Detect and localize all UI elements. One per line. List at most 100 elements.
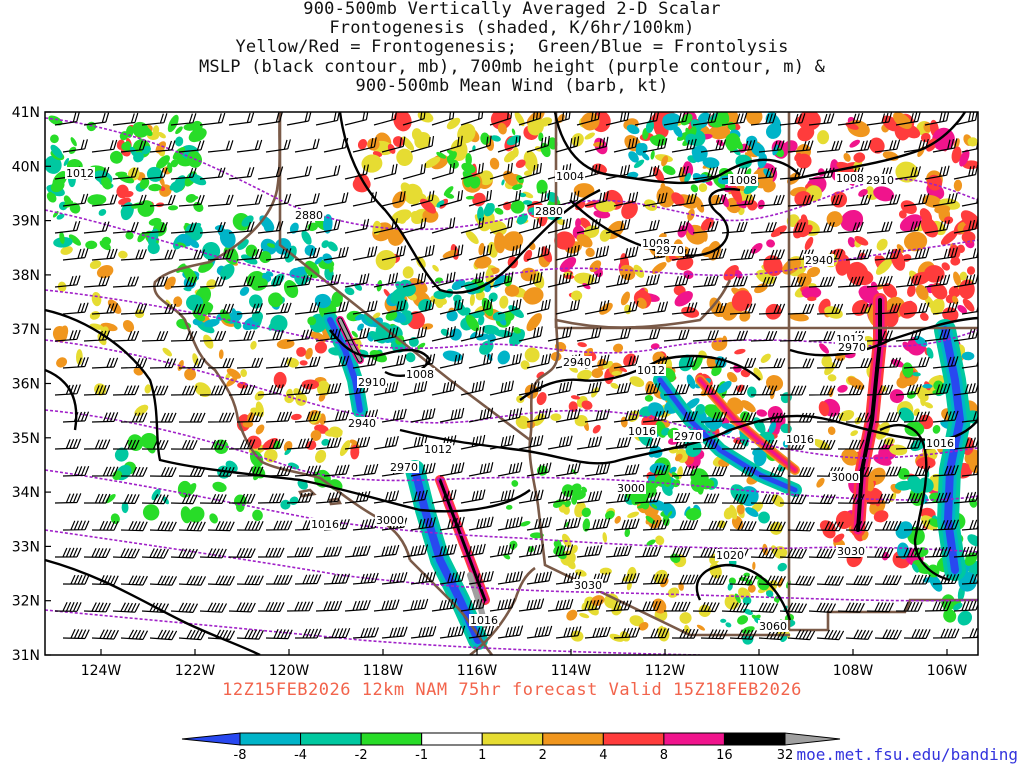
title-line-5: 900-500mb Mean Wind (barb, kt): [355, 75, 669, 96]
mslp-contour: [553, 112, 801, 185]
wind-barb: [373, 490, 400, 504]
wind-barb: [207, 357, 235, 369]
wind-barb: [228, 112, 255, 126]
shade-cell: [683, 270, 694, 279]
wind-barb: [961, 519, 978, 531]
wind-barb: [323, 192, 349, 207]
shade-cell: [504, 284, 520, 297]
wind-barb: [903, 574, 931, 585]
label-text: 2970: [674, 430, 702, 443]
wind-barb: [352, 191, 378, 207]
wind-barb: [663, 601, 691, 612]
wind-barb: [750, 548, 778, 559]
shade-cell: [339, 440, 351, 457]
shade-cell: [520, 521, 531, 527]
shade-cell: [734, 348, 746, 355]
wind-barb: [663, 274, 690, 288]
wind-barb: [758, 629, 787, 641]
wind-barb: [200, 439, 227, 450]
wind-barb: [315, 546, 342, 558]
wind-barb: [257, 384, 284, 396]
mslp-contour: [338, 112, 601, 294]
wind-barb: [286, 112, 312, 126]
shade-cell: [720, 618, 727, 623]
wind-barb: [439, 625, 466, 639]
shade-cell: [581, 507, 591, 518]
shade-cell: [854, 235, 869, 246]
lat-label: 41N: [12, 105, 40, 121]
mslp-label: 1012: [423, 443, 453, 456]
wind-barb: [932, 464, 959, 477]
shade-cell: [967, 137, 978, 147]
shade-cell: [435, 299, 444, 309]
label-text: 1016: [470, 614, 498, 627]
mslp-contour: [45, 558, 261, 655]
wind-barb: [460, 598, 486, 612]
shade-cell: [766, 239, 775, 248]
shade-cell: [627, 511, 640, 519]
wind-barb: [903, 628, 931, 639]
wind-barb: [816, 303, 844, 315]
wind-barb: [663, 112, 689, 126]
shade-cell: [585, 247, 595, 258]
shade-cell: [961, 231, 976, 244]
wind-barb: [54, 493, 82, 504]
shade-cell: [449, 328, 462, 341]
wind-barb: [584, 626, 611, 639]
shade-cell: [953, 271, 961, 286]
shade-cell: [369, 331, 386, 344]
wind-barb: [779, 494, 807, 505]
shade-cell: [651, 503, 658, 509]
wind-barb: [149, 521, 177, 532]
wind-barb: [584, 191, 609, 207]
wind-barb: [837, 221, 864, 234]
wind-barb: [692, 438, 720, 450]
shade-cell: [807, 296, 817, 302]
axis-labels: 41N 40N 39N 38N 37N 36N 35N 34N 33N 32N 31N 124W 122…: [12, 105, 968, 679]
shade-cell: [898, 407, 915, 423]
wind-barb: [83, 384, 111, 396]
shade-cell: [392, 191, 407, 209]
mslp-contour: [399, 414, 978, 465]
shade-cell: [833, 533, 845, 543]
wind-barb: [692, 112, 718, 126]
label-text: 3000: [376, 514, 404, 527]
wind-barb: [576, 218, 601, 234]
shade-cell: [372, 312, 381, 320]
wind-barb: [845, 303, 873, 315]
wind-barb: [613, 191, 639, 207]
label-text: 3060: [759, 620, 787, 633]
wind-barb: [547, 112, 571, 126]
shade-cell: [474, 256, 492, 269]
wind-barb: [729, 466, 757, 477]
shade-cell: [959, 149, 970, 167]
shade-cell: [122, 320, 135, 333]
shade-cell: [447, 151, 457, 162]
wind-barb: [729, 412, 757, 423]
wind-barb: [924, 383, 951, 396]
colorbar-tick-label: 2: [539, 748, 547, 763]
wind-barb: [779, 548, 807, 559]
wind-barb: [671, 519, 699, 531]
wind-barb: [207, 140, 234, 153]
shade-cell: [273, 371, 287, 389]
shade-cell: [662, 515, 670, 527]
wind-barb: [402, 326, 428, 342]
wind-barb: [634, 437, 661, 450]
wind-barb: [961, 573, 978, 585]
wind-barb: [750, 330, 778, 342]
wind-barb: [874, 248, 901, 261]
wind-barb: [410, 136, 435, 153]
wind-barb: [692, 602, 720, 613]
wind-barb: [605, 382, 632, 396]
wind-barb: [460, 489, 486, 504]
wind-barb: [953, 219, 978, 234]
shade-cell: [650, 150, 655, 160]
shade-cell: [349, 439, 358, 445]
wind-barb: [518, 380, 544, 396]
shade-cell: [619, 367, 628, 373]
wind-barb: [410, 299, 435, 315]
wind-barb: [439, 407, 465, 423]
wind-barb: [845, 357, 873, 369]
wind-barb: [555, 626, 582, 639]
